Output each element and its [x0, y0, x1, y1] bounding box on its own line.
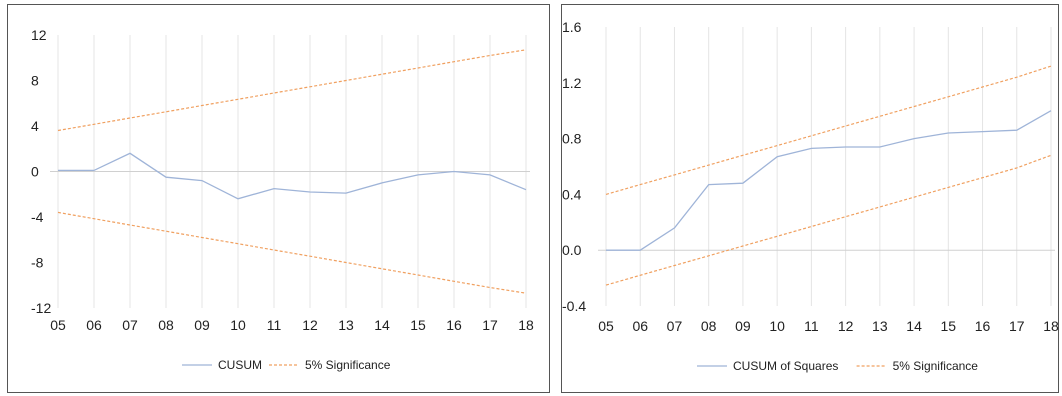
x-tick-label: 14 — [374, 317, 390, 333]
y-tick-label: 0 — [31, 164, 39, 180]
legend-label-significance: 5% Significance — [893, 359, 979, 373]
y-tick-label: -4 — [31, 209, 44, 225]
y-tick-label: 4 — [31, 118, 39, 134]
x-tick-label: 16 — [975, 318, 991, 334]
significance-lower-line — [605, 154, 1052, 286]
legend-label-cusum: CUSUM — [218, 358, 262, 372]
y-tick-label: 0.8 — [562, 131, 582, 147]
x-tick-label: 06 — [86, 317, 102, 333]
cusum-series-line — [606, 110, 1052, 251]
x-tick-label: 05 — [50, 317, 66, 333]
x-tick-label: 11 — [267, 317, 282, 333]
legend-label-cusum: CUSUM of Squares — [733, 359, 838, 373]
significance-upper-line — [605, 65, 1052, 195]
cusum-squares-chart: 1.6 1.2 0.8 0.4 0.0 -0.4 05 06 07 08 09 10 11 12 13 14 1… — [562, 19, 1059, 373]
x-tick-label: 16 — [446, 317, 462, 333]
x-tick-label: 12 — [302, 317, 318, 333]
x-tick-label: 13 — [872, 318, 888, 334]
chart-frame — [561, 4, 1059, 393]
cusum-series-line — [58, 152, 527, 200]
x-tick-label: 05 — [598, 318, 614, 334]
x-tick-label: 17 — [482, 317, 498, 333]
y-tick-label: 12 — [31, 27, 47, 43]
y-tick-label: 8 — [31, 73, 39, 89]
y-tick-label: -8 — [31, 255, 44, 271]
y-tick-label: 0.4 — [562, 186, 582, 202]
x-tick-label: 15 — [410, 317, 426, 333]
chart-frame — [7, 4, 550, 393]
x-tick-label: 12 — [838, 318, 854, 334]
x-tick-label: 14 — [906, 318, 922, 334]
x-tick-label: 17 — [1009, 318, 1025, 334]
y-tick-label: 0.0 — [562, 242, 582, 258]
cusum-squares-chart-panel: 1.6 1.2 0.8 0.4 0.0 -0.4 05 06 07 08 09 10 11 12 13 14 1… — [554, 0, 1062, 396]
y-tick-label: 1.6 — [562, 19, 582, 35]
x-tick-label: 09 — [735, 318, 751, 334]
x-tick-label: 18 — [518, 317, 534, 333]
x-tick-label: 18 — [1043, 318, 1059, 334]
x-tick-label: 10 — [769, 318, 785, 334]
y-tick-label: -12 — [31, 300, 51, 316]
x-tick-label: 13 — [338, 317, 354, 333]
legend-label-significance: 5% Significance — [305, 358, 391, 372]
x-tick-label: 10 — [230, 317, 246, 333]
x-tick-label: 06 — [632, 318, 648, 334]
x-tick-label: 09 — [194, 317, 210, 333]
x-tick-label: 11 — [804, 318, 819, 334]
x-tick-label: 07 — [122, 317, 138, 333]
x-tick-label: 08 — [158, 317, 174, 333]
y-tick-label: -0.4 — [562, 298, 586, 314]
y-tick-label: 1.2 — [562, 75, 582, 91]
x-tick-label: 07 — [667, 318, 683, 334]
cusum-chart-panel: 12 8 4 0 -4 -8 -12 05 06 07 08 09 10 11 12 13 14 15 16 17 18… — [7, 4, 550, 393]
significance-upper-line — [57, 49, 527, 132]
x-tick-label: 08 — [701, 318, 717, 334]
x-tick-label: 15 — [941, 318, 957, 334]
significance-lower-line — [57, 211, 527, 294]
